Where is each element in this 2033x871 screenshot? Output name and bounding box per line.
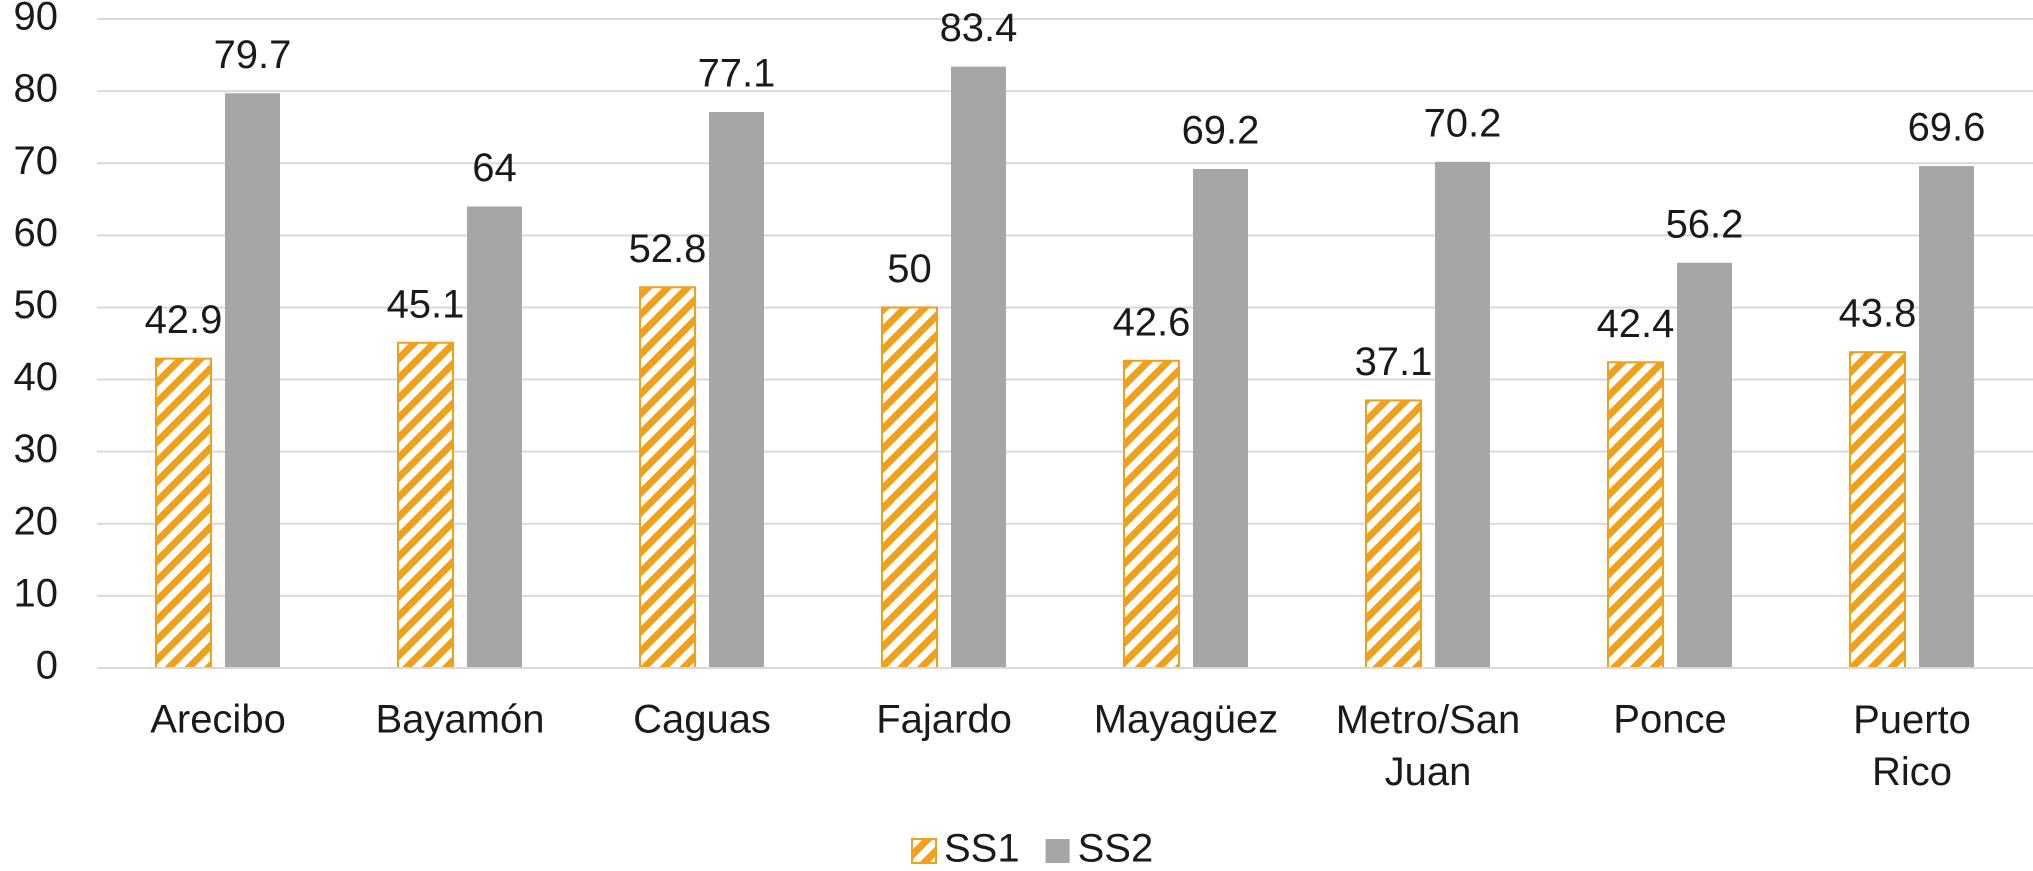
bar xyxy=(709,112,764,669)
y-tick-label: 10 xyxy=(14,571,59,615)
data-label: 52.8 xyxy=(629,227,707,271)
legend-label: SS1 xyxy=(944,827,1020,871)
bar xyxy=(1123,359,1180,669)
bar xyxy=(1607,361,1664,669)
x-tick-label: Ponce xyxy=(1613,698,1726,742)
data-label: 43.8 xyxy=(1839,292,1917,336)
y-tick-label: 0 xyxy=(36,644,58,688)
bar xyxy=(225,93,280,669)
bar xyxy=(1435,161,1490,668)
x-tick-label: Arecibo xyxy=(150,698,286,742)
y-tick-label: 70 xyxy=(14,139,59,183)
bar xyxy=(639,286,696,669)
data-label: 83.4 xyxy=(940,6,1018,50)
legend-label: SS2 xyxy=(1078,827,1154,871)
legend-swatch xyxy=(1045,839,1070,863)
x-tick-label: Metro/San Juan xyxy=(1336,698,1521,794)
x-tick-label: Bayamón xyxy=(376,698,545,742)
y-tick-label: 30 xyxy=(14,427,59,471)
bar xyxy=(951,66,1006,669)
data-label: 79.7 xyxy=(214,33,292,77)
x-tick-label: Fajardo xyxy=(876,698,1012,742)
bar xyxy=(397,341,454,669)
bar xyxy=(155,357,212,669)
y-tick-label: 90 xyxy=(14,0,59,39)
bar xyxy=(1849,351,1906,669)
data-label: 69.2 xyxy=(1182,109,1260,153)
bar xyxy=(881,306,938,669)
data-label: 42.4 xyxy=(1597,302,1675,346)
legend-swatch xyxy=(911,838,937,864)
bar xyxy=(467,206,522,668)
x-tick-label: Puerto Rico xyxy=(1853,698,1971,794)
data-label: 70.2 xyxy=(1424,101,1502,145)
data-label: 42.9 xyxy=(145,298,223,342)
y-tick-label: 60 xyxy=(14,211,59,255)
y-tick-label: 20 xyxy=(14,499,59,543)
data-label: 37.1 xyxy=(1355,340,1433,384)
data-label: 69.6 xyxy=(1908,106,1986,150)
bar xyxy=(1919,166,1974,668)
data-label: 56.2 xyxy=(1666,202,1744,246)
y-tick-label: 40 xyxy=(14,355,59,399)
data-label: 45.1 xyxy=(387,282,465,326)
y-tick-label: 50 xyxy=(14,283,59,327)
bar xyxy=(1677,262,1732,668)
data-label: 50 xyxy=(887,247,932,291)
x-tick-label: Mayagüez xyxy=(1094,698,1279,742)
data-label: 64 xyxy=(472,146,517,190)
y-tick-label: 80 xyxy=(14,67,59,111)
data-label: 77.1 xyxy=(698,52,776,96)
x-tick-label: Caguas xyxy=(633,698,771,742)
bar xyxy=(1365,399,1422,669)
data-label: 42.6 xyxy=(1113,300,1191,344)
bar xyxy=(1193,168,1248,669)
